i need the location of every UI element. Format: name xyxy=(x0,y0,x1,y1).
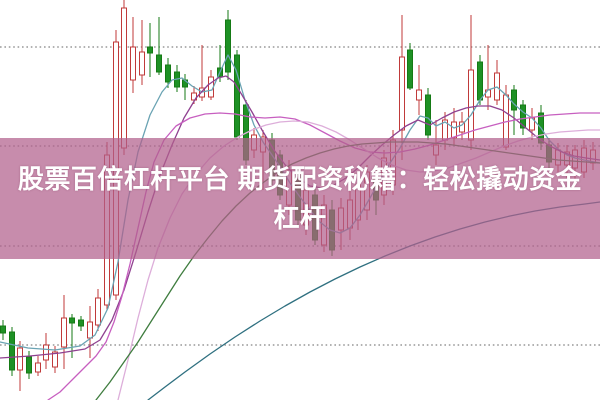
headline-line-1: 股票百倍杠杆平台 期货配资秘籍：轻松撬动资金 xyxy=(17,163,583,194)
headline-banner: 股票百倍杠杆平台 期货配资秘籍：轻松撬动资金 杠杆 xyxy=(0,138,600,259)
headline-line-2: 杠杆 xyxy=(273,202,327,233)
